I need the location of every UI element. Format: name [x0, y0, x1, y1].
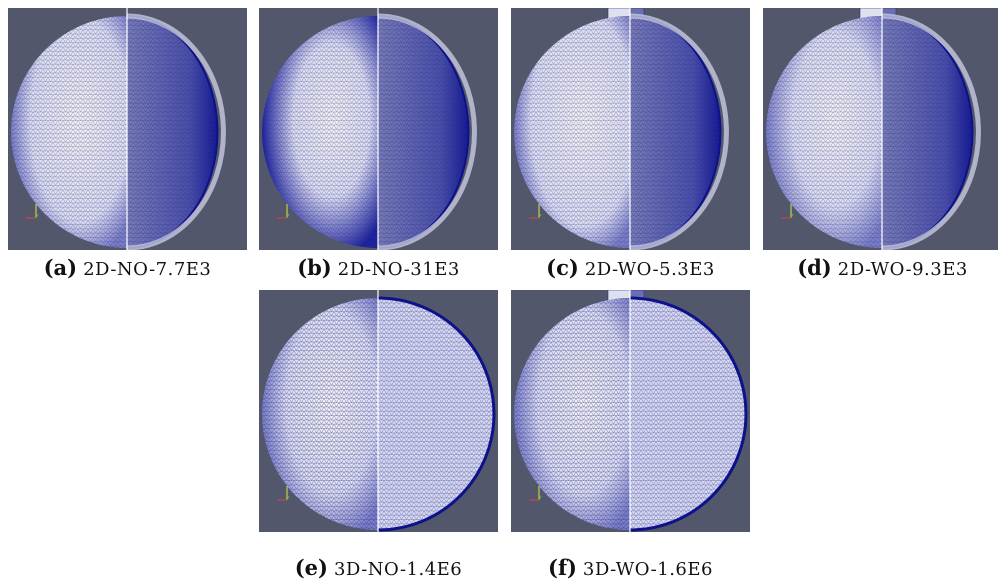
subfigure-label: (f) [548, 555, 577, 580]
subfigure-label: (e) [295, 555, 328, 580]
subfigure-caption: (f) 3D-WO-1.6E6 [501, 555, 761, 580]
subfigure-name: 2D-NO-7.7E3 [83, 259, 211, 280]
subfigure-label: (a) [44, 255, 77, 280]
mesh-image [8, 8, 247, 250]
subfigure-caption: (a) 2D-NO-7.7E3 [0, 255, 258, 280]
subfigure-caption: (c) 2D-WO-5.3E3 [501, 255, 761, 280]
subfigure-name: 3D-NO-1.4E6 [334, 559, 462, 580]
subfigure-caption: (e) 3D-NO-1.4E6 [249, 555, 509, 580]
mesh-image [259, 8, 498, 250]
figure: (a) 2D-NO-7.7E3 (b) 2D-NO-31E3 (c) 2D-WO-5.3E… [0, 0, 998, 587]
subfigure-label: (b) [297, 255, 332, 280]
subfigure-caption: (b) 2D-NO-31E3 [249, 255, 509, 280]
subfigure-label: (d) [797, 255, 832, 280]
subfigure-caption: (d) 2D-WO-9.3E3 [753, 255, 998, 280]
subfigure-name: 3D-WO-1.6E6 [583, 559, 713, 580]
subfigure-name: 2D-WO-9.3E3 [838, 259, 968, 280]
subfigure-label: (c) [546, 255, 579, 280]
subfigure-name: 2D-NO-31E3 [338, 259, 460, 280]
mesh-image [763, 8, 998, 250]
subfigure-name: 2D-WO-5.3E3 [585, 259, 715, 280]
mesh-image [511, 290, 750, 532]
mesh-image [259, 290, 498, 532]
mesh-image [511, 8, 750, 250]
